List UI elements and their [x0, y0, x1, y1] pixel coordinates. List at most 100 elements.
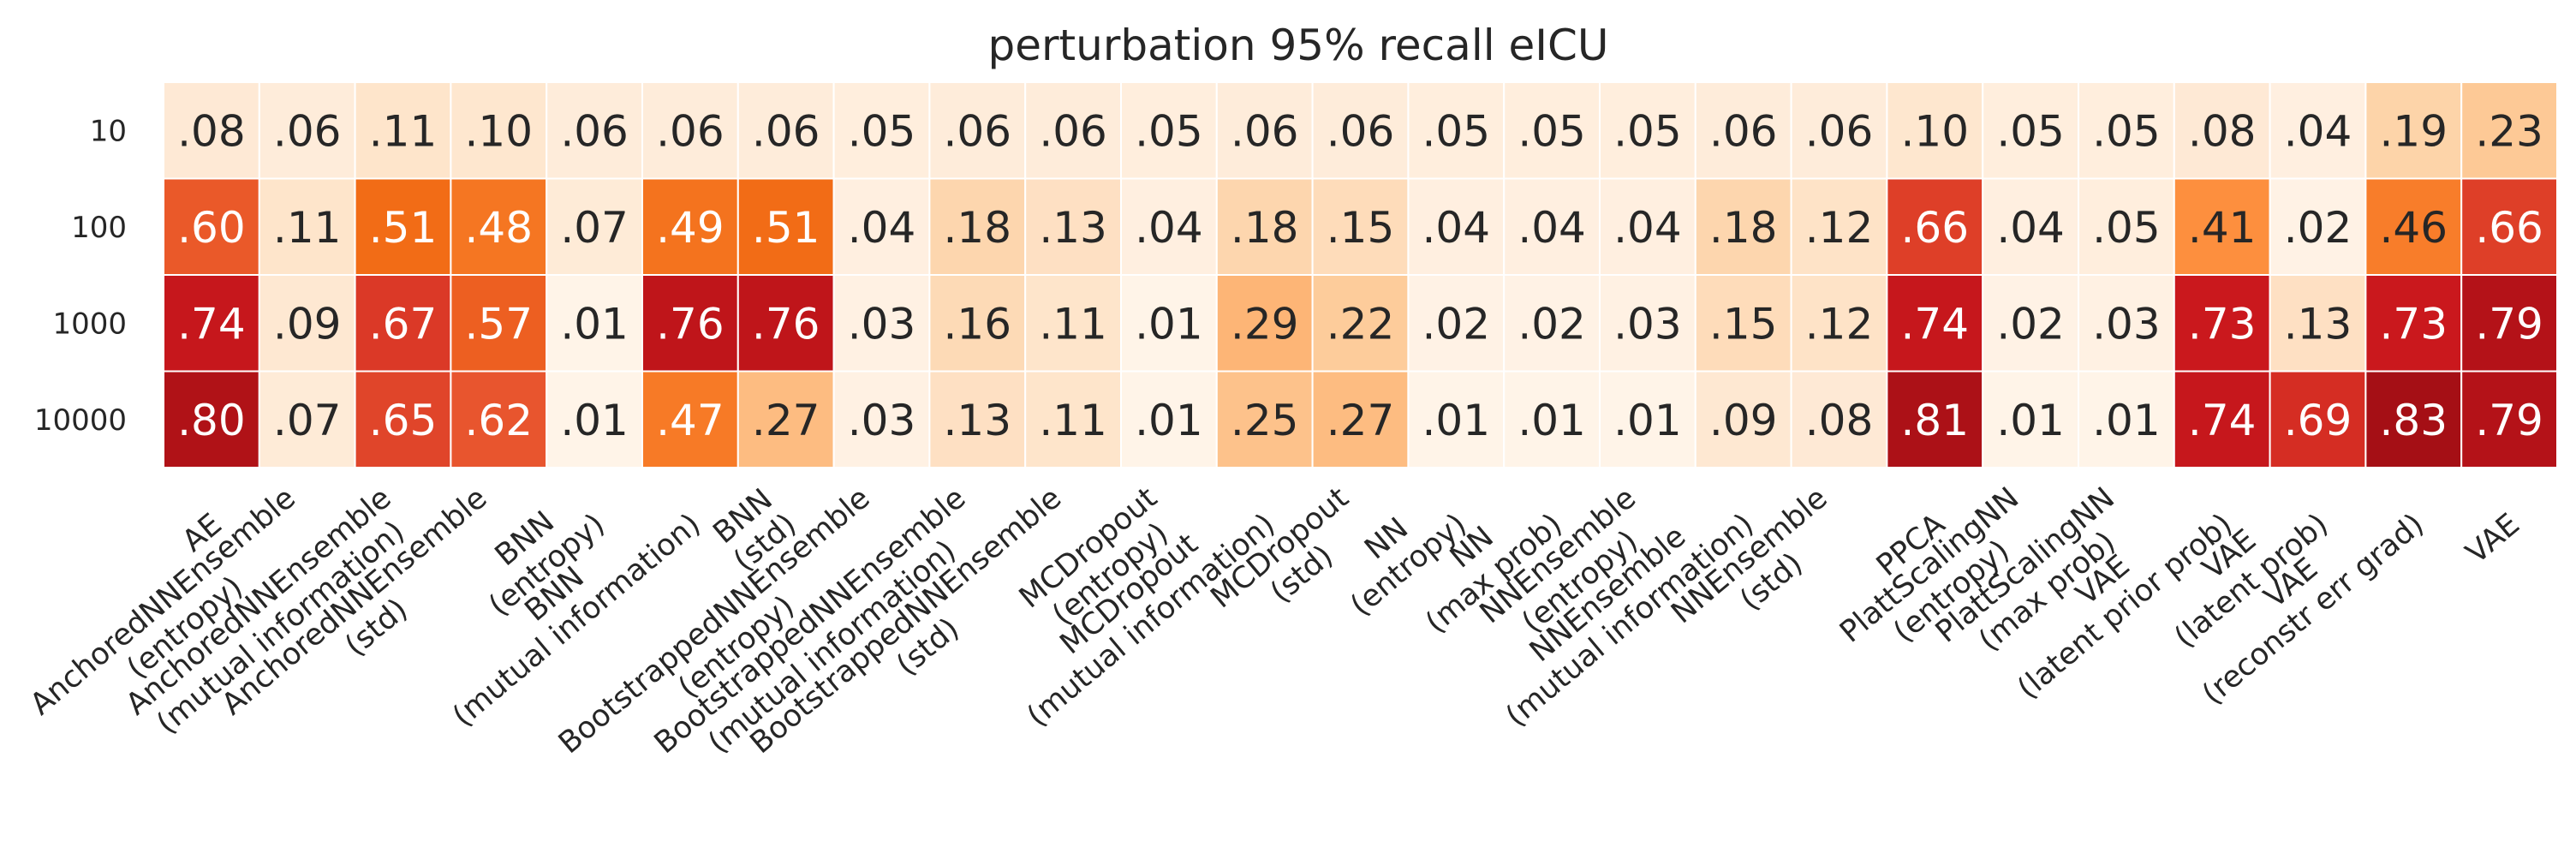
heatmap-cell-label: .05 — [848, 106, 916, 156]
heatmap-cell — [1311, 370, 1410, 468]
heatmap-cell — [641, 177, 739, 276]
heatmap-cell — [1407, 177, 1506, 276]
heatmap-cell-label: .74 — [1901, 299, 1970, 349]
heatmap-cell-label: .73 — [2380, 299, 2448, 349]
heatmap-cell-label: .07 — [273, 396, 342, 445]
heatmap-cell-label: .11 — [369, 106, 438, 156]
heatmap-cell — [1982, 370, 2079, 468]
heatmap-cell-label: .76 — [752, 299, 820, 349]
heatmap-cell-label: .57 — [465, 299, 534, 349]
heatmap-cell-label: .22 — [1327, 299, 1395, 349]
heatmap-cell — [1024, 370, 1122, 468]
heatmap-cell — [2078, 81, 2175, 180]
heatmap-cell-label: .46 — [2380, 203, 2448, 253]
heatmap-cell-label: .01 — [560, 396, 629, 445]
heatmap-cell-label: .80 — [177, 396, 246, 445]
heatmap-cell — [1790, 274, 1888, 373]
heatmap-cell-label: .69 — [2284, 396, 2352, 445]
heatmap-cell — [641, 370, 739, 468]
heatmap-cell — [1120, 274, 1218, 373]
heatmap-cell-label: .51 — [752, 203, 820, 253]
heatmap-cell-label: .05 — [1518, 106, 1586, 156]
heatmap-cell — [1024, 81, 1122, 180]
heatmap-cell — [354, 81, 452, 180]
heatmap-cell — [354, 370, 452, 468]
heatmap-cell-label: .79 — [2475, 299, 2543, 349]
heatmap-cell — [1886, 274, 1984, 373]
heatmap-cell-label: .01 — [1135, 299, 1203, 349]
heatmap-cell — [354, 274, 452, 373]
heatmap-cell-label: .09 — [1709, 396, 1778, 445]
heatmap-cell — [1599, 274, 1696, 373]
heatmap-cell-label: .06 — [656, 106, 724, 156]
heatmap-cell — [1215, 177, 1314, 276]
heatmap-cell — [163, 81, 260, 180]
heatmap-cell-label: .07 — [560, 203, 629, 253]
heatmap-cell-label: .02 — [1996, 299, 2065, 349]
heatmap-cell-label: .06 — [560, 106, 629, 156]
heatmap-cell — [258, 370, 356, 468]
heatmap-cell — [2460, 274, 2558, 373]
row-tick-label: 10000 — [34, 403, 127, 438]
heatmap-cell-label: .13 — [2284, 299, 2352, 349]
svg-text:VAE: VAE — [2460, 507, 2526, 570]
heatmap-cell — [1694, 81, 1792, 180]
heatmap-cell — [1886, 370, 1984, 468]
heatmap-cell-label: .04 — [1996, 203, 2065, 253]
heatmap-cell-label: .79 — [2475, 396, 2543, 445]
heatmap-cell — [2460, 370, 2558, 468]
heatmap-cell-label: .10 — [1901, 106, 1970, 156]
heatmap-cell-label: .01 — [1518, 396, 1586, 445]
heatmap-cell-label: .01 — [1135, 396, 1203, 445]
column-tick-labels: AEAnchoredNNEnsemble(entropy)AnchoredNNE… — [24, 481, 2526, 761]
heatmap-cell — [1790, 370, 1888, 468]
heatmap-cell-label: .49 — [656, 203, 724, 253]
heatmap-cell-label: .05 — [1613, 106, 1682, 156]
heatmap-cell-label: .04 — [1422, 203, 1491, 253]
heatmap-cell-label: .18 — [944, 203, 1012, 253]
heatmap-cell-label: .04 — [1613, 203, 1682, 253]
heatmap-cell — [736, 370, 835, 468]
heatmap-cell-label: .05 — [1996, 106, 2065, 156]
heatmap-cell-label: .08 — [1805, 396, 1874, 445]
heatmap-cell-label: .18 — [1231, 203, 1299, 253]
heatmap-cell-label: .76 — [656, 299, 724, 349]
heatmap-cell-label: .05 — [2092, 203, 2161, 253]
heatmap-cell — [258, 177, 356, 276]
heatmap-cell — [450, 370, 548, 468]
heatmap-cell-label: .10 — [465, 106, 534, 156]
heatmap-cell-label: .03 — [848, 299, 916, 349]
heatmap-cells: .08 .06 .11 .10 .06 .06 .06 .05 .06 .06 .05 .06 .06.… — [163, 81, 2558, 468]
heatmap-cell — [2364, 177, 2463, 276]
heatmap-cell — [1886, 81, 1984, 180]
heatmap-cell-label: .01 — [560, 299, 629, 349]
heatmap-cell-label: .66 — [2475, 203, 2543, 253]
heatmap-cell — [1599, 370, 1696, 468]
heatmap-cell — [1982, 81, 2079, 180]
heatmap-cell-label: .74 — [2188, 396, 2257, 445]
chart-title: perturbation 95% recall eICU — [987, 21, 1608, 70]
heatmap-cell-label: .66 — [1901, 203, 1970, 253]
heatmap-cell — [2364, 370, 2463, 468]
heatmap-cell-label: .06 — [1805, 106, 1874, 156]
heatmap-cell-label: .06 — [1327, 106, 1395, 156]
heatmap-cell-label: .13 — [944, 396, 1012, 445]
heatmap-cell — [2460, 81, 2558, 180]
heatmap-cell-label: .12 — [1805, 203, 1874, 253]
heatmap-cell-label: .23 — [2475, 106, 2543, 156]
heatmap-cell — [1982, 177, 2079, 276]
heatmap-cell-label: .08 — [2188, 106, 2257, 156]
heatmap-cell-label: .01 — [1996, 396, 2065, 445]
column-tick-label: VAE — [2460, 507, 2526, 570]
heatmap-cell — [928, 274, 1027, 373]
heatmap-cell — [1503, 177, 1601, 276]
heatmap-cell — [641, 274, 739, 373]
heatmap-cell-label: .25 — [1231, 396, 1299, 445]
heatmap-cell — [546, 274, 644, 373]
heatmap-cell-label: .27 — [752, 396, 820, 445]
heatmap-cell-label: .01 — [2092, 396, 2161, 445]
heatmap-cell-label: .06 — [944, 106, 1012, 156]
heatmap-cell — [1694, 177, 1792, 276]
heatmap-cell-label: .04 — [1135, 203, 1203, 253]
